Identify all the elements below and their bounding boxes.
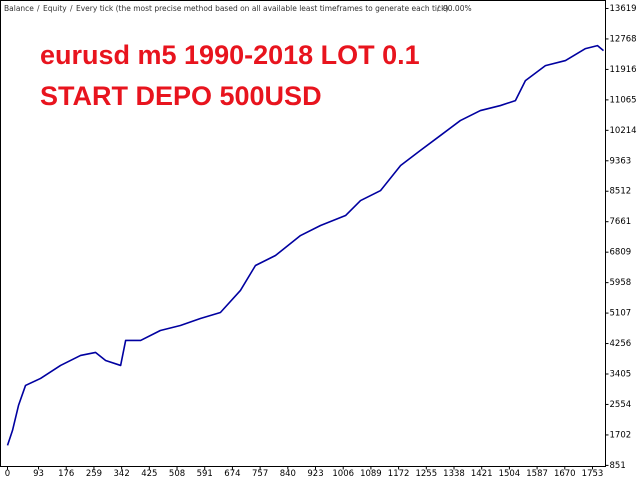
- y-tick-label: 3405: [610, 369, 632, 379]
- x-tick-label: 1338: [443, 469, 465, 479]
- x-tick-label: 591: [197, 469, 213, 479]
- model-text: Every tick (the most precise method base…: [76, 4, 448, 13]
- x-tick-label: 840: [280, 469, 296, 479]
- y-tick-label: 8512: [610, 187, 632, 197]
- y-tick-label: 13619: [610, 4, 637, 14]
- x-tick-label: 674: [224, 469, 240, 479]
- x-tick-label: 508: [169, 469, 185, 479]
- y-tick-label: 12768: [610, 34, 637, 44]
- separator: /: [70, 4, 73, 13]
- y-tick-label: 10214: [610, 126, 637, 136]
- y-tick-label: 5107: [610, 309, 632, 319]
- y-tick-label: 11916: [610, 65, 637, 75]
- x-tick-label: 93: [33, 469, 44, 479]
- y-tick-label: 5958: [610, 278, 632, 288]
- legend-equity: Equity: [43, 4, 67, 13]
- y-tick-label: 11065: [610, 95, 637, 105]
- x-tick-label: 1172: [388, 469, 410, 479]
- x-tick-label: 1753: [582, 469, 604, 479]
- y-tick-label: 4256: [610, 339, 632, 349]
- annotation: eurusd m5 1990-2018 LOT 0.1: [40, 40, 420, 70]
- x-tick-label: 259: [86, 469, 102, 479]
- separator: /: [437, 4, 440, 13]
- legend-balance: Balance: [4, 4, 34, 13]
- y-tick-label: 1702: [610, 430, 632, 440]
- x-tick-label: 923: [307, 469, 323, 479]
- y-tick-label: 2554: [610, 400, 632, 410]
- y-tick-label: 9363: [610, 156, 632, 166]
- x-tick-label: 1504: [499, 469, 521, 479]
- x-tick-label: 1670: [554, 469, 576, 479]
- separator: /: [37, 4, 40, 13]
- x-tick-label: 757: [252, 469, 268, 479]
- x-tick-label: 0: [5, 469, 10, 479]
- annotation: START DEPO 500USD: [40, 81, 322, 111]
- x-tick-label: 1089: [360, 469, 382, 479]
- quality-text: 90.00%: [443, 4, 472, 13]
- x-tick-label: 1006: [332, 469, 354, 479]
- x-tick-label: 425: [141, 469, 157, 479]
- y-tick-label: 6809: [610, 248, 632, 258]
- x-tick-label: 176: [58, 469, 74, 479]
- x-tick-label: 342: [114, 469, 130, 479]
- y-tick-label: 851: [610, 461, 626, 471]
- balance-line: [6, 44, 605, 446]
- x-tick-label: 1255: [415, 469, 437, 479]
- x-tick-label: 1587: [526, 469, 548, 479]
- y-tick-label: 7661: [610, 217, 632, 227]
- x-tick-label: 1421: [471, 469, 493, 479]
